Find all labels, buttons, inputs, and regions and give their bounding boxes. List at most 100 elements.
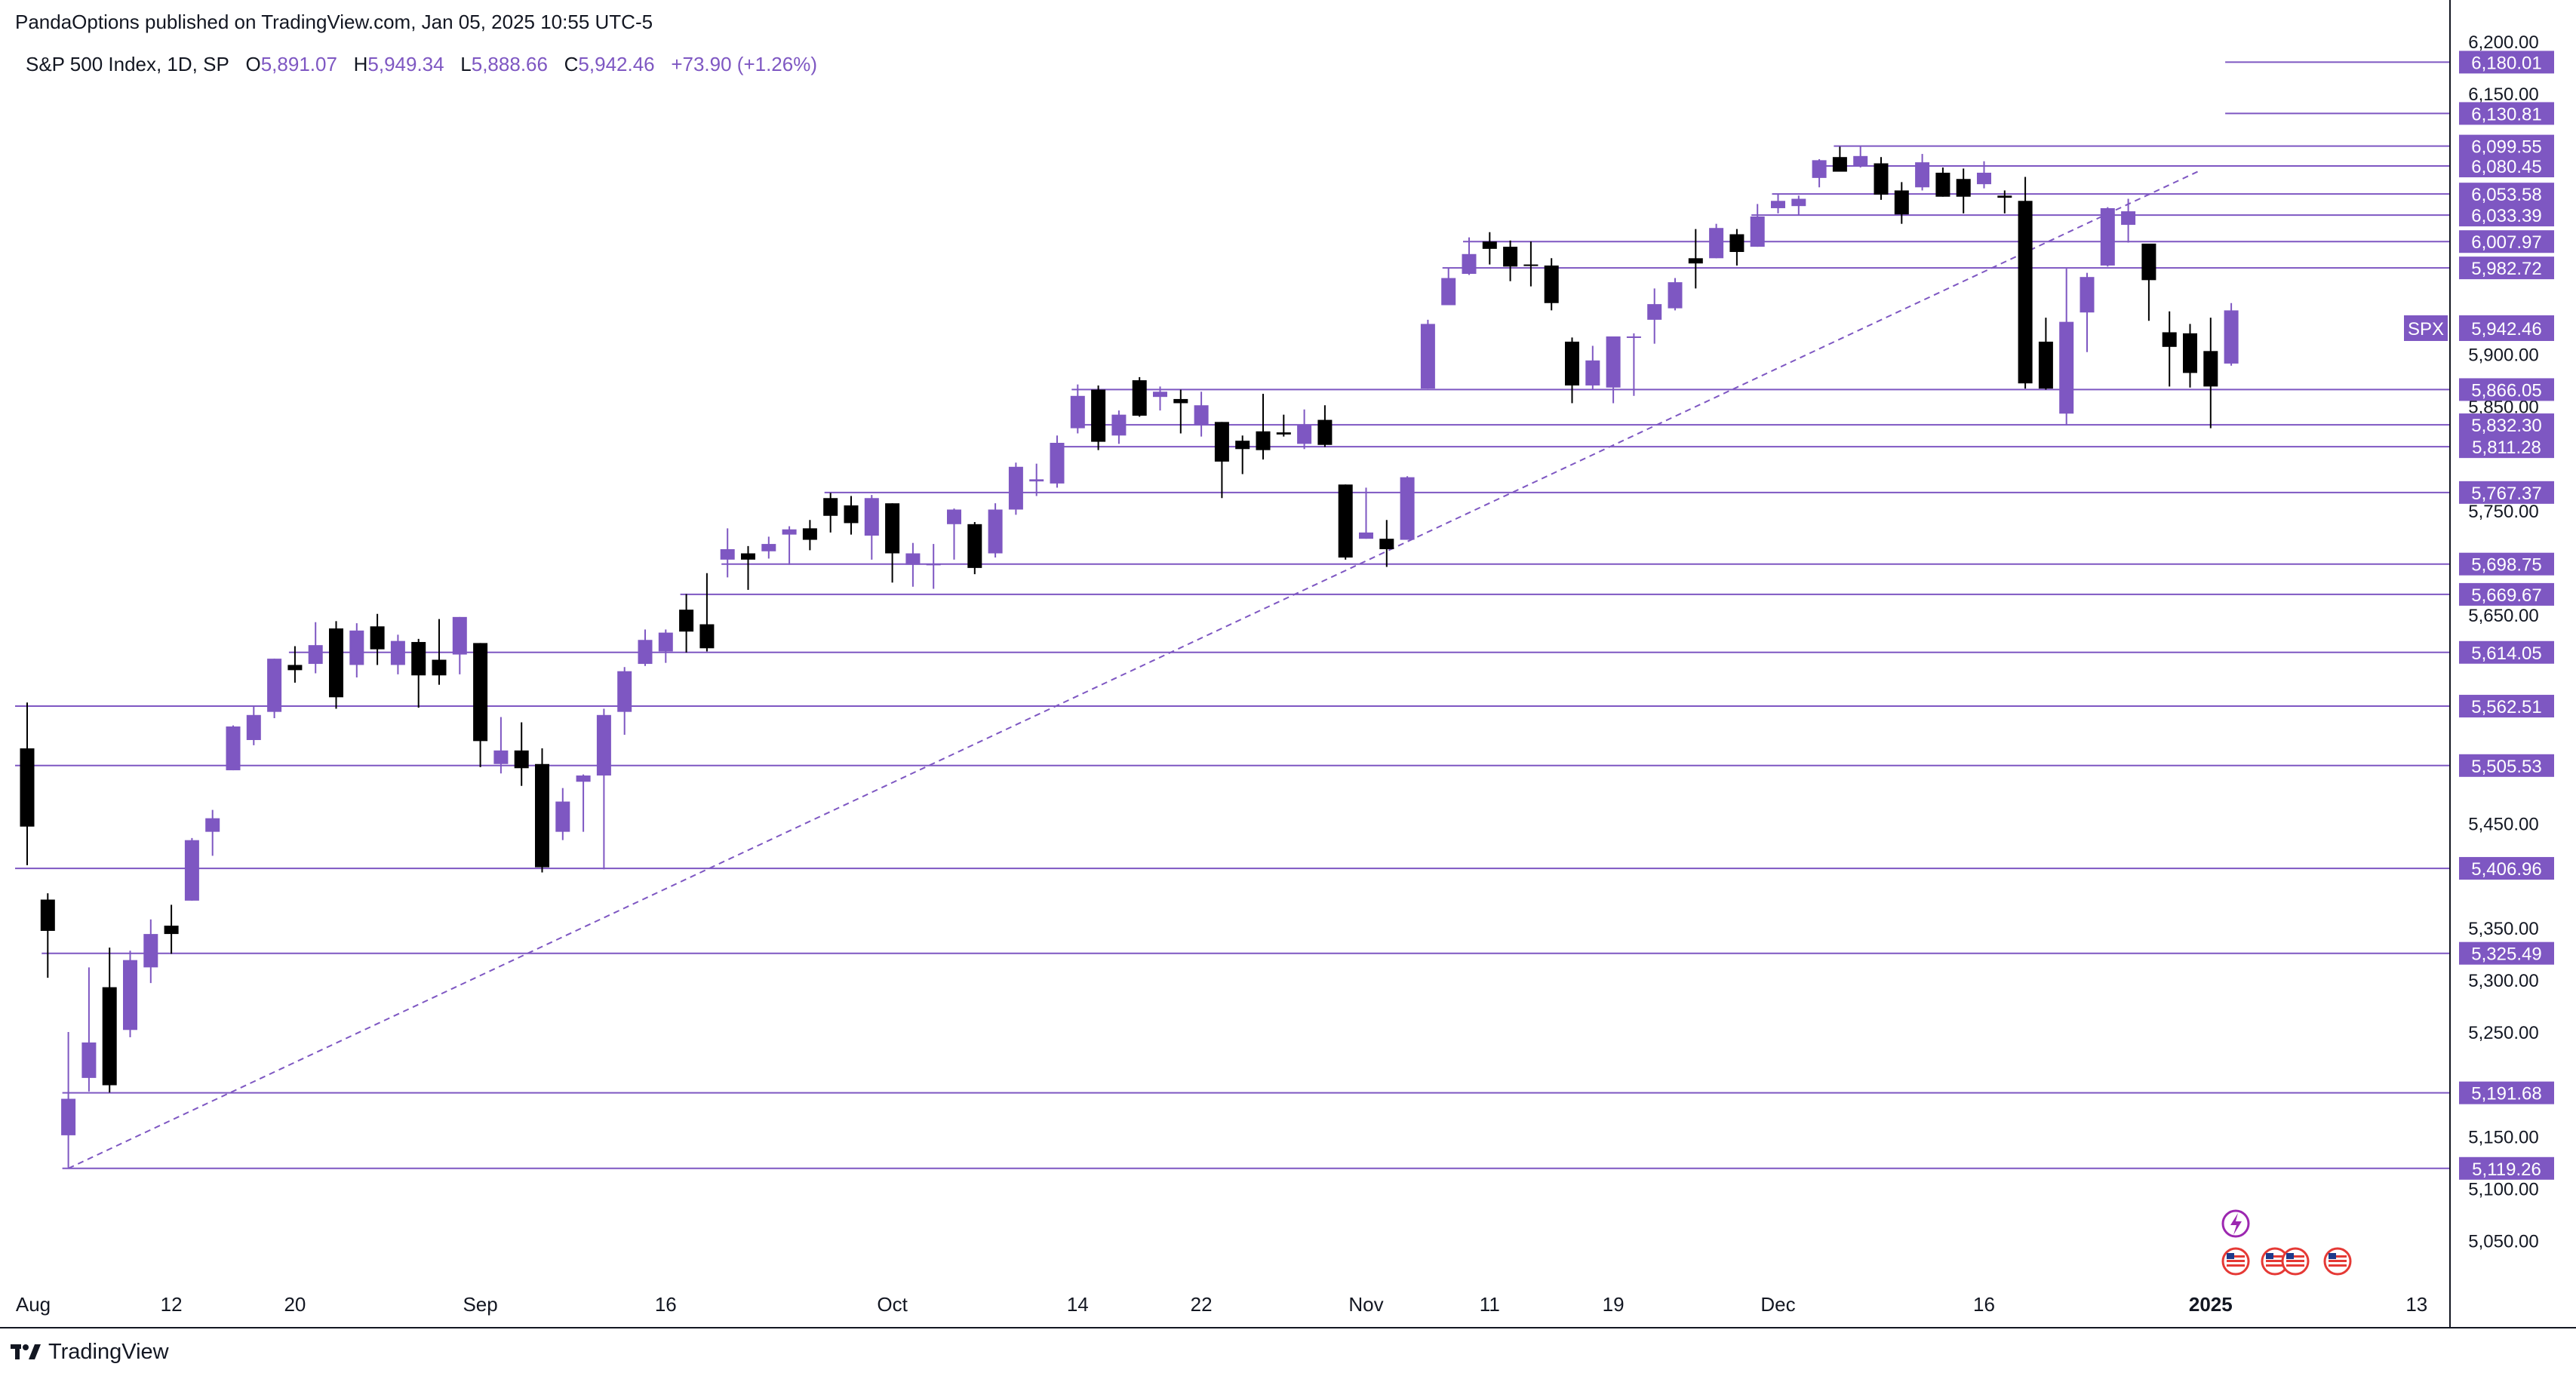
symbol-legend[interactable]: S&P 500 Index, 1D, SP O5,891.07 H5,949.3… [26,53,817,76]
level-price-tags: 6,180.01 6,130.81 6,099.556,080.45 6,053.58… [2459,51,2554,1180]
candle-body [1214,422,1229,462]
level-tag-box [2459,102,2554,125]
symbol-tag-text: SPX [2408,319,2444,339]
price-tick-label: 5,150.00 [2468,1127,2538,1147]
candle-body [1626,336,1641,338]
time-tick-label: 19 [1603,1293,1625,1316]
candle-body [1812,160,1827,178]
candle-body [1420,324,1435,389]
low-value: 5,888.66 [471,53,548,75]
level-tag-box [2459,640,2554,664]
candle-body [2038,341,2053,389]
candle-body [2100,207,2115,266]
price-tick-label: 5,350.00 [2468,919,2538,939]
time-axis[interactable]: Aug 12 20 Sep 16 Oct 14 22 Nov 11 19 Dec 16 2025 13 [16,1293,2427,1316]
symbol-tag-box [2404,315,2448,341]
candle-body [1482,241,1497,249]
footer-brand[interactable]: TradingView [11,1337,169,1367]
candle-body [2080,277,2095,313]
price-tick-label: 5,100.00 [2468,1179,2538,1199]
candle-body [741,553,755,560]
level-tag-text: 5,811.28 [2472,438,2541,458]
level-tag-box [2459,134,2554,158]
candle-body [864,498,879,536]
candle-body [1977,172,1991,185]
level-tag-box [2459,941,2554,965]
current-price-text: 5,942.46 [2471,319,2541,339]
candle-body [1132,380,1147,416]
candle-body [226,726,241,771]
candle-body [1729,234,1744,253]
time-tick-label: 14 [1067,1293,1089,1316]
time-tick-label: 16 [655,1293,677,1316]
time-tick-label: Oct [877,1293,908,1316]
candle-body [514,750,529,769]
candle-body [2183,333,2197,373]
high-value: 5,949.34 [367,53,444,75]
candle-body [1606,336,1621,388]
price-tick-label: 5,250.00 [2468,1023,2538,1043]
level-tag-text: 5,767.37 [2471,484,2541,504]
candle-body [1956,179,1971,197]
lightning-icon-glyph [2230,1213,2242,1235]
candle-body [1874,163,1889,195]
candle-body [988,509,1003,554]
candle-body [40,899,55,931]
time-tick-label: Aug [16,1293,51,1316]
price-tick-label: 6,150.00 [2468,84,2538,105]
close-value: 5,942.46 [578,53,655,75]
candle-body [617,671,632,712]
candle-body [1894,190,1909,215]
level-tag-box [2459,435,2554,459]
candle-body [1523,264,1539,266]
candle-body [102,987,117,1086]
candle-body [720,548,735,560]
level-tag-box [2459,413,2554,437]
candle-body [1709,228,1724,259]
us-flag-icon [2323,1247,2352,1276]
level-tag-text: 6,099.55 [2471,137,2541,158]
current-price-box [2459,315,2554,341]
candle-body [349,630,364,665]
level-tag-box [2459,582,2554,606]
candle-body [1544,265,1559,303]
level-tag-box [2459,183,2554,206]
candle-body [596,714,611,776]
candle-body [123,960,137,1030]
candle-body [844,505,859,524]
level-tag-box [2459,155,2554,178]
candle-body [1832,157,1847,172]
candle-body [2059,321,2074,414]
level-tag-box [2459,230,2554,253]
time-tick-label: 11 [1480,1293,1500,1316]
us-flag-icon [2281,1247,2310,1276]
candle-body [1400,477,1415,540]
level-tag-box [2459,481,2554,504]
level-tag-text: 6,130.81 [2471,104,2541,124]
level-tag-text: 5,562.51 [2471,697,2541,717]
trendline[interactable] [68,170,2198,1169]
candle-body [390,640,405,665]
candle-body [1565,341,1579,385]
candle-body [885,503,900,554]
candle-body [1503,247,1518,267]
candle-body [1194,405,1209,425]
candle-body [246,714,261,740]
candle-body [1070,395,1085,428]
candle-body [287,665,303,671]
candle-body [1462,253,1477,275]
candle-body [1647,304,1662,320]
price-tick-label: 6,200.00 [2468,32,2538,53]
level-tag-text: 6,033.39 [2471,206,2541,226]
candle-body [1750,217,1765,247]
candles [20,146,2239,1168]
candle-body [143,934,158,968]
candle-body [1276,432,1291,435]
candle-body [1297,425,1312,444]
candle-body [20,748,35,827]
candle-body [2203,351,2218,387]
level-tag-text: 5,982.72 [2471,259,2541,279]
event-icons [2221,1209,2352,1276]
